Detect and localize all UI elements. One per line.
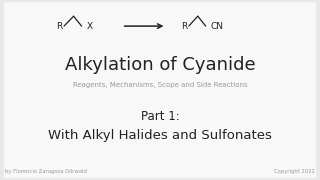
Text: Part 1:: Part 1: [140,110,180,123]
Text: Alkylation of Cyanide: Alkylation of Cyanide [65,56,255,74]
Text: by Florencio Zaragoza Dörwald: by Florencio Zaragoza Dörwald [5,168,87,174]
Text: Copyright 2022: Copyright 2022 [274,168,315,174]
Text: CN: CN [211,22,224,31]
Text: Reagents, Mechanisms, Scope and Side Reactions: Reagents, Mechanisms, Scope and Side Rea… [73,82,247,88]
Text: X: X [86,22,92,31]
Text: R: R [181,22,187,31]
Text: R: R [56,22,62,31]
Text: With Alkyl Halides and Sulfonates: With Alkyl Halides and Sulfonates [48,129,272,141]
